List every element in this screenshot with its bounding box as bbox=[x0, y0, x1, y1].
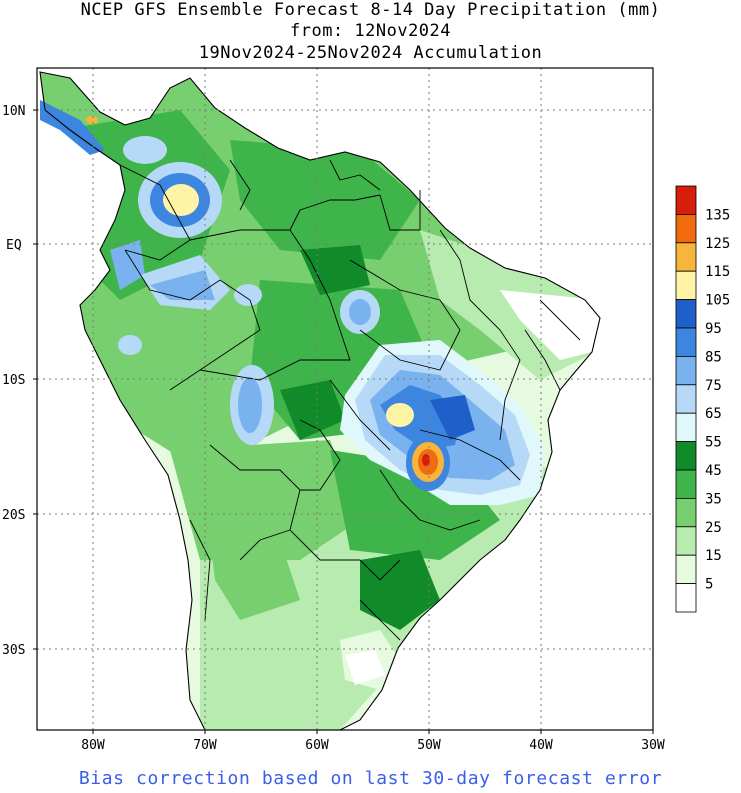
legend-label: 125 bbox=[705, 236, 730, 252]
legend-swatch bbox=[675, 554, 697, 585]
longitude-axis: 80W 70W 60W 50W 40W 30W bbox=[81, 738, 665, 753]
legend-swatch bbox=[675, 185, 697, 215]
legend-label: 105 bbox=[705, 293, 730, 309]
precipitation-legend: 135 125 115 105 95 85 75 65 55 45 35 25 15 5 bbox=[675, 185, 730, 613]
legend-swatch bbox=[675, 355, 697, 386]
legend-label: 55 bbox=[705, 435, 722, 451]
lon-label: 70W bbox=[193, 738, 217, 753]
accumulation-period: 19Nov2024-25Nov2024 Accumulation bbox=[198, 43, 543, 63]
legend-label: 45 bbox=[705, 463, 722, 479]
lon-label: 80W bbox=[81, 738, 105, 753]
lon-label: 40W bbox=[529, 738, 553, 753]
legend-swatch bbox=[675, 270, 697, 301]
legend-swatch bbox=[675, 497, 697, 528]
legend-label: 15 bbox=[705, 548, 722, 564]
lat-label: 10N bbox=[2, 104, 25, 119]
map-title: NCEP GFS Ensemble Forecast 8-14 Day Prec… bbox=[80, 0, 661, 20]
legend-swatch bbox=[675, 384, 697, 414]
legend-label: 115 bbox=[705, 264, 730, 280]
legend-label: 85 bbox=[705, 349, 722, 365]
bias-correction-note: Bias correction based on last 30-day for… bbox=[78, 768, 663, 789]
legend-label: 135 bbox=[705, 207, 730, 223]
legend-swatch bbox=[675, 242, 697, 272]
legend-swatch bbox=[675, 469, 697, 499]
legend-swatch bbox=[675, 583, 697, 613]
lat-label: 10S bbox=[2, 373, 25, 388]
lon-label: 60W bbox=[305, 738, 329, 753]
lon-label: 50W bbox=[417, 738, 441, 753]
legend-label: 35 bbox=[705, 491, 722, 507]
legend-label: 95 bbox=[705, 321, 722, 337]
legend-swatch bbox=[675, 299, 697, 329]
latitude-axis: 10N EQ 10S 20S 30S bbox=[2, 104, 25, 658]
legend-swatch bbox=[675, 327, 697, 357]
legend-label: 25 bbox=[705, 520, 722, 536]
legend-label: 65 bbox=[705, 406, 722, 422]
legend-swatch bbox=[675, 412, 697, 443]
forecast-issue-date: from: 12Nov2024 bbox=[289, 21, 452, 41]
map-frame bbox=[36, 67, 654, 731]
lon-label: 30W bbox=[641, 738, 665, 753]
lat-label: 30S bbox=[2, 643, 25, 658]
legend-swatch bbox=[675, 526, 697, 556]
legend-swatch bbox=[675, 213, 697, 244]
legend-label: 75 bbox=[705, 378, 722, 394]
lat-label: EQ bbox=[6, 238, 22, 253]
lat-label: 20S bbox=[2, 508, 25, 523]
legend-label: 5 bbox=[705, 577, 713, 593]
legend-swatch bbox=[675, 441, 697, 471]
